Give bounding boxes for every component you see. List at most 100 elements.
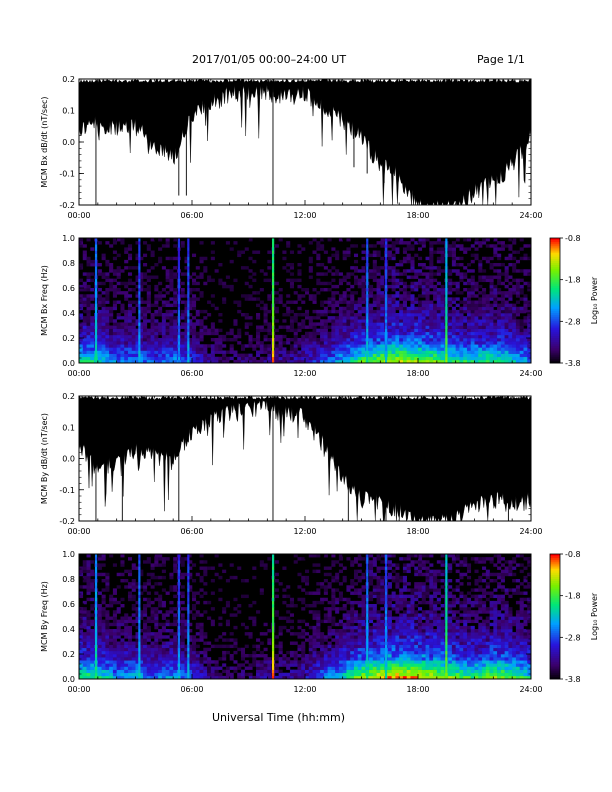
heatmap-cell <box>478 344 483 348</box>
bright-column-cell <box>366 275 369 279</box>
heatmap-cell <box>199 613 204 617</box>
y-axis-label: MCM By dB/dt (nT/sec) <box>40 413 49 504</box>
heatmap-cell <box>463 247 468 251</box>
heatmap-cell <box>146 644 151 649</box>
heatmap-cell <box>161 669 166 674</box>
heatmap-cell <box>180 650 185 655</box>
heatmap-cell <box>331 291 336 295</box>
heatmap-cell <box>127 650 133 655</box>
heatmap-cell <box>237 250 242 254</box>
bright-column-cell <box>445 328 448 333</box>
heatmap-cell <box>79 297 84 301</box>
heatmap-cell <box>248 294 253 298</box>
heatmap-cell <box>293 328 298 333</box>
heatmap-cell <box>154 300 159 304</box>
heatmap-cell <box>101 319 106 323</box>
heatmap-cell <box>139 675 144 680</box>
bright-column-cell <box>445 306 448 311</box>
heatmap-cell <box>207 616 212 620</box>
heatmap-cell <box>305 316 310 320</box>
heatmap-cell <box>154 303 159 308</box>
heatmap-cell <box>79 288 84 292</box>
heatmap-cell <box>489 309 494 314</box>
bright-column-cell <box>187 319 190 323</box>
heatmap-cell <box>391 247 396 251</box>
heatmap-cell <box>451 306 456 311</box>
heatmap-cell <box>143 582 148 586</box>
heatmap-cell <box>515 284 520 289</box>
heatmap-cell <box>399 319 404 323</box>
heatmap-cell <box>523 328 528 333</box>
heatmap-cell <box>274 613 279 617</box>
heatmap-cell <box>101 322 106 326</box>
heatmap-cell <box>448 319 453 323</box>
heatmap-cell <box>161 622 166 627</box>
heatmap-cell <box>297 635 302 639</box>
heatmap-cell <box>150 585 155 589</box>
bright-column-cell <box>384 331 388 336</box>
heatmap-cell <box>127 313 133 317</box>
heatmap-cell <box>508 347 513 351</box>
heatmap-cell <box>184 309 189 314</box>
heatmap-cell <box>127 281 133 286</box>
heatmap-cell <box>139 610 144 614</box>
heatmap-cell <box>82 288 87 292</box>
heatmap-cell <box>154 341 159 345</box>
heatmap-cell <box>331 353 336 358</box>
heatmap-cell <box>297 654 302 658</box>
heatmap-cell <box>372 334 377 339</box>
heatmap-cell <box>497 338 502 342</box>
heatmap-cell <box>342 325 347 329</box>
heatmap-cell <box>515 300 520 304</box>
heatmap-cell <box>169 275 174 279</box>
heatmap-cell <box>154 350 159 354</box>
heatmap-cell <box>421 281 426 286</box>
heatmap-cell <box>218 616 223 620</box>
heatmap-cell <box>222 281 227 286</box>
heatmap-cell <box>240 353 246 358</box>
heatmap-cell <box>474 306 479 311</box>
heatmap-cell <box>240 294 246 298</box>
heatmap-cell <box>263 563 268 567</box>
y-tick-label: -0.2 <box>59 517 75 526</box>
heatmap-cell <box>474 309 479 314</box>
heatmap-cell <box>323 344 328 348</box>
heatmap-cell <box>338 319 343 323</box>
heatmap-cell <box>112 610 117 614</box>
heatmap-cell <box>165 316 170 320</box>
bright-column-cell <box>366 306 369 311</box>
heatmap-cell <box>225 666 230 670</box>
heatmap-cell <box>199 632 204 636</box>
heatmap-cell <box>195 638 200 642</box>
heatmap-cell <box>357 356 362 361</box>
heatmap-cell <box>466 334 472 339</box>
heatmap-cell <box>466 300 472 304</box>
heatmap-cell <box>214 644 219 649</box>
heatmap-cell <box>376 281 381 286</box>
heatmap-cell <box>308 344 313 348</box>
heatmap-cell <box>369 353 374 358</box>
heatmap-cell <box>184 675 189 680</box>
heatmap-cell <box>414 319 419 323</box>
heatmap-cell <box>240 675 246 680</box>
heatmap-cell <box>391 341 396 345</box>
heatmap-cell <box>192 331 197 336</box>
heatmap-cell <box>485 319 490 323</box>
heatmap-cell <box>199 256 204 261</box>
bright-column-cell <box>366 356 369 361</box>
heatmap-cell <box>158 675 163 680</box>
heatmap-cell <box>116 350 121 354</box>
heatmap-cell <box>489 278 494 283</box>
bright-column-cell <box>177 331 181 336</box>
heatmap-cell <box>154 613 159 617</box>
heatmap-cell <box>158 650 163 655</box>
heatmap-cell <box>195 334 200 339</box>
bright-column-cell <box>94 244 98 248</box>
heatmap-cell <box>387 238 392 242</box>
heatmap-cell <box>109 663 114 667</box>
heatmap-cell <box>459 350 464 354</box>
heatmap-cell <box>97 650 102 655</box>
heatmap-cell <box>301 597 306 602</box>
heatmap-cell <box>380 275 385 279</box>
heatmap-cell <box>240 266 246 270</box>
